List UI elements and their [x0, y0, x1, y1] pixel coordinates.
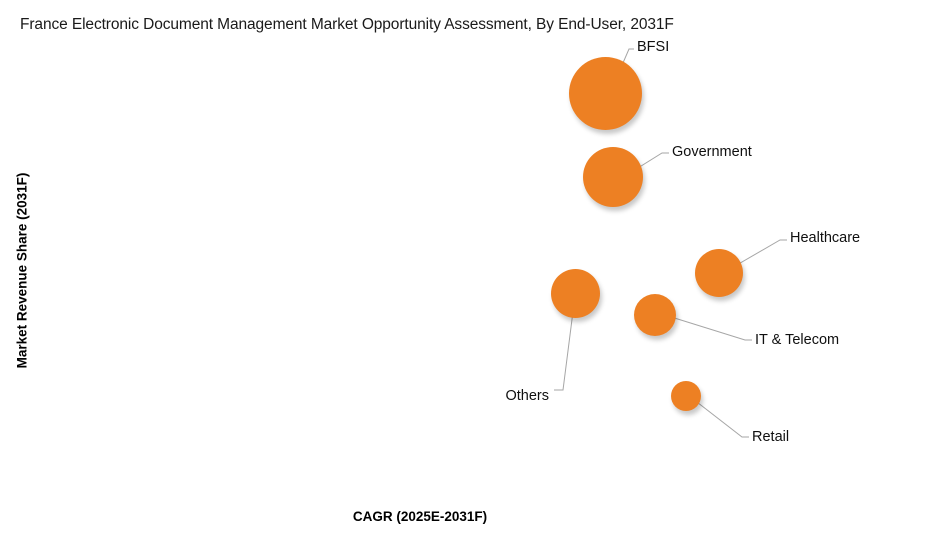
leader-line-it-telecom: [651, 310, 752, 341]
bubble-label-healthcare: Healthcare: [790, 230, 861, 246]
bubble-bfsi[interactable]: [568, 56, 642, 130]
leader-line-others: [554, 287, 577, 391]
bubble-others[interactable]: [550, 268, 600, 318]
leader-line-retail: [683, 391, 749, 438]
bubble-it-telecom[interactable]: [634, 294, 676, 336]
bubble-label-others: Others: [505, 388, 549, 404]
bubble-healthcare[interactable]: [695, 249, 743, 297]
bubble-retail[interactable]: [671, 381, 701, 411]
bubble-label-government: Government: [672, 144, 752, 160]
bubble-label-it-telecom: IT & Telecom: [755, 332, 840, 348]
bubble-label-retail: Retail: [752, 429, 790, 445]
x-axis-label: CAGR (2025E-2031F): [352, 509, 488, 524]
page-title: France Electronic Document Management Ma…: [20, 16, 674, 33]
bubble-government[interactable]: [583, 147, 643, 207]
bubble-label-bfsi: BFSI: [637, 39, 670, 55]
